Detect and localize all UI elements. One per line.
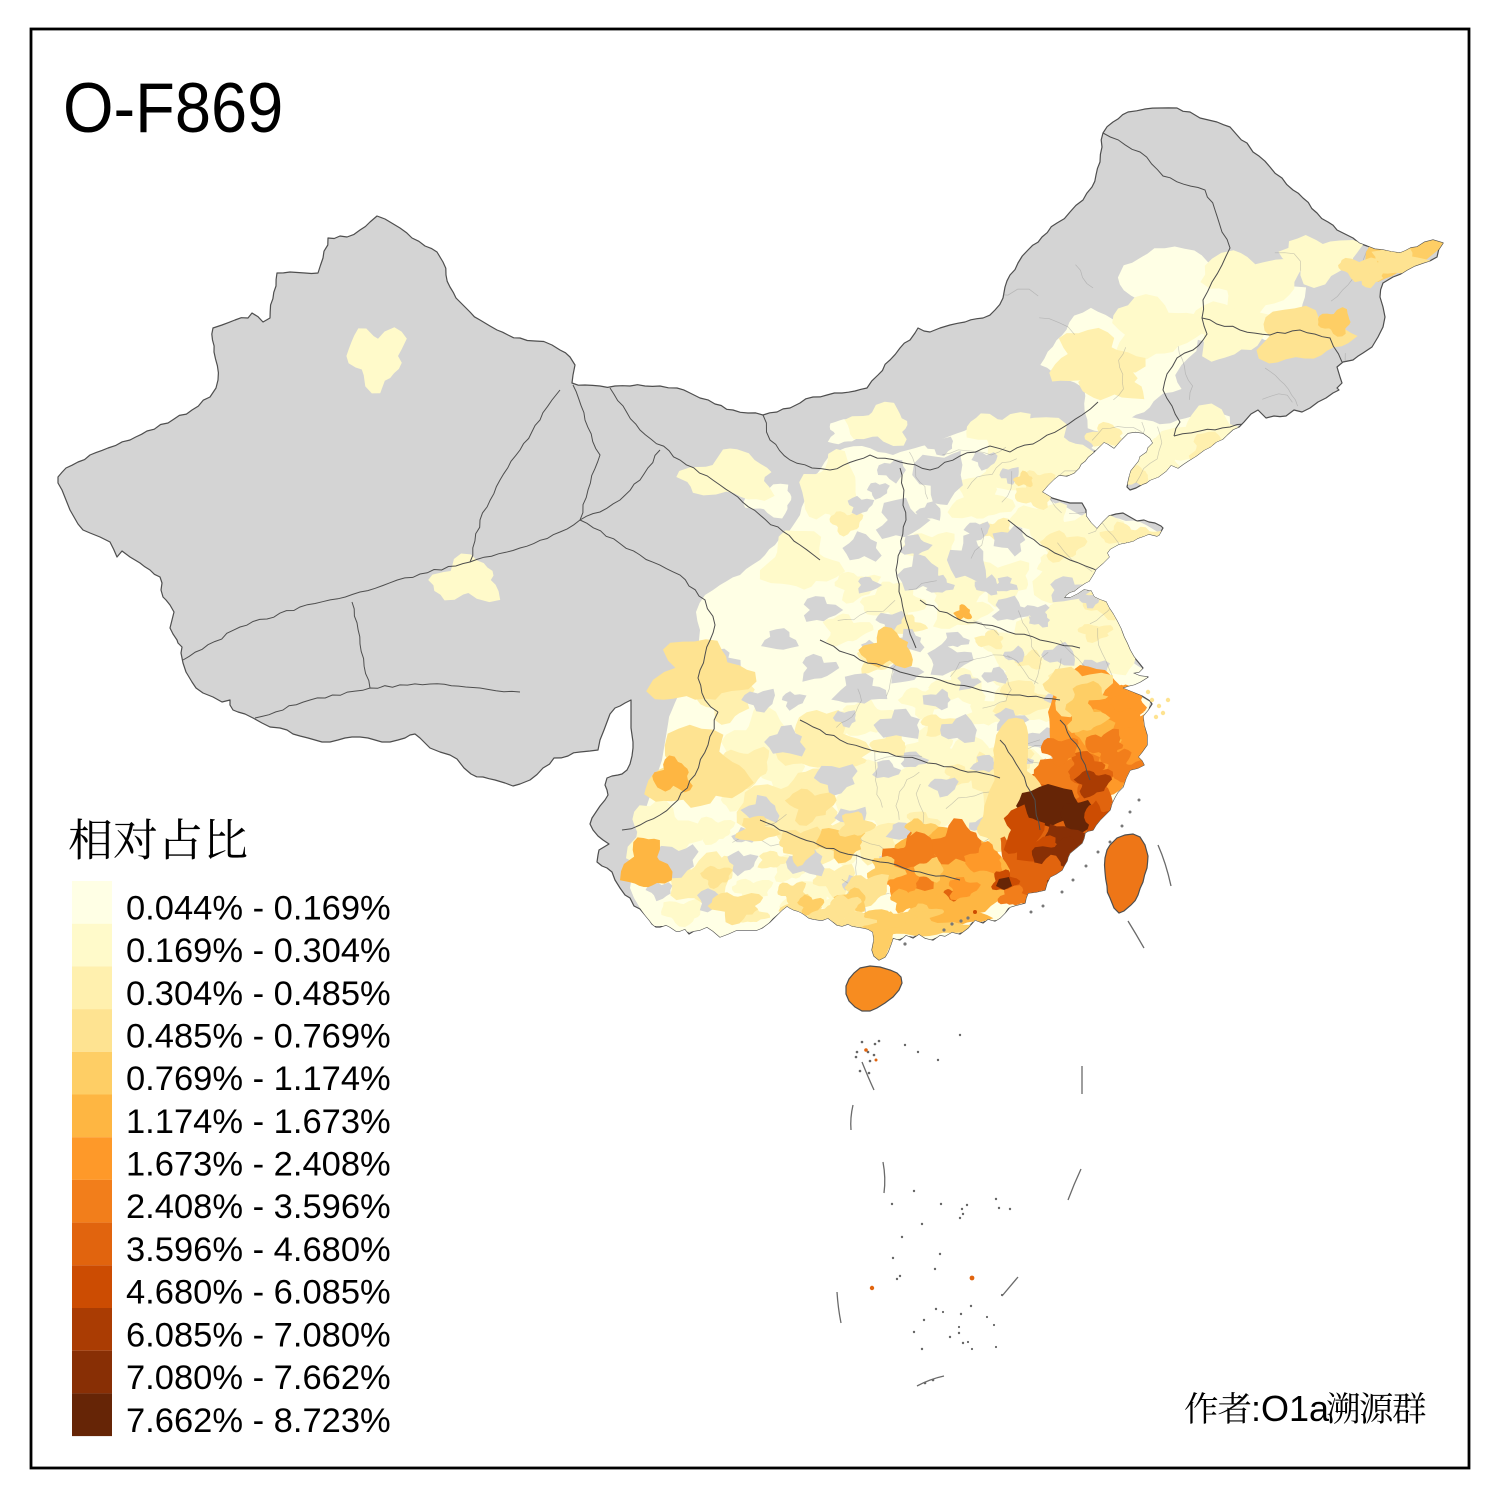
svg-text:7.080% - 7.662%: 7.080% - 7.662% <box>126 1359 391 1397</box>
svg-text:0.169% - 0.304%: 0.169% - 0.304% <box>126 932 391 970</box>
svg-text:4.680% - 6.085%: 4.680% - 6.085% <box>126 1274 391 1312</box>
svg-text:0.304% - 0.485%: 0.304% - 0.485% <box>126 975 391 1013</box>
svg-text:3.596% - 4.680%: 3.596% - 4.680% <box>126 1231 391 1269</box>
svg-text:7.662% - 8.723%: 7.662% - 8.723% <box>126 1402 391 1440</box>
svg-text:0.485% - 0.769%: 0.485% - 0.769% <box>126 1018 391 1056</box>
svg-text:2.408% - 3.596%: 2.408% - 3.596% <box>126 1188 391 1226</box>
svg-text:6.085% - 7.080%: 6.085% - 7.080% <box>126 1316 391 1354</box>
svg-text::O1a: :O1a <box>1251 1388 1330 1429</box>
svg-text:1.673% - 2.408%: 1.673% - 2.408% <box>126 1146 391 1184</box>
svg-text:1.174% - 1.673%: 1.174% - 1.673% <box>126 1103 391 1141</box>
svg-text:O-F869: O-F869 <box>63 68 283 147</box>
svg-text:0.044% - 0.169%: 0.044% - 0.169% <box>126 889 391 927</box>
svg-text:0.769% - 1.174%: 0.769% - 1.174% <box>126 1060 391 1098</box>
